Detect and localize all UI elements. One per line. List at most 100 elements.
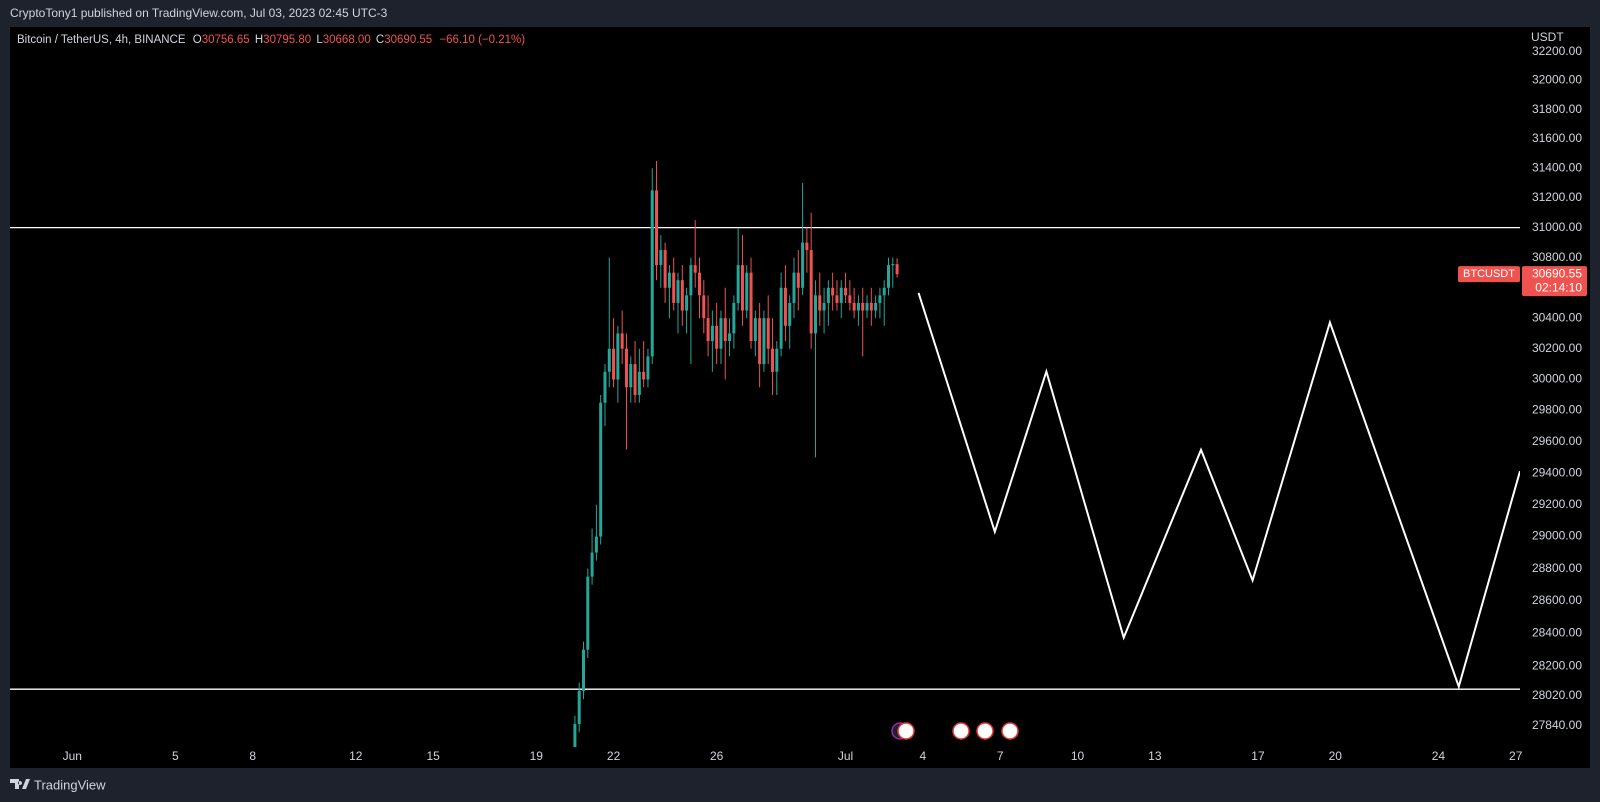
- y-tick-label: 32200.00: [1532, 44, 1582, 58]
- candle-body: [702, 295, 706, 319]
- symbol: Bitcoin / TetherUS, 4h, BINANCE: [17, 34, 186, 46]
- y-tick-label: 28400.00: [1532, 626, 1582, 640]
- candle-body: [594, 536, 598, 553]
- candle-body: [878, 295, 882, 303]
- candle-body: [624, 348, 628, 388]
- ohlc-legend: Bitcoin / TetherUS, 4h, BINANCE O30756.6…: [17, 34, 525, 46]
- candle-body: [663, 250, 667, 288]
- y-tick-label: 28800.00: [1532, 561, 1582, 575]
- y-tick-label: 31800.00: [1532, 102, 1582, 116]
- candle-body: [607, 348, 611, 372]
- candle-body: [586, 576, 590, 650]
- currency: USDT: [1531, 30, 1564, 44]
- candle-body: [715, 325, 719, 349]
- candle-body: [646, 356, 650, 380]
- candle-body: [796, 272, 800, 288]
- y-tick-label: 31200.00: [1532, 190, 1582, 204]
- candle-body: [745, 272, 749, 311]
- candle-body: [809, 250, 813, 334]
- y-tick-label: 29400.00: [1532, 465, 1582, 479]
- legend-key: L: [316, 34, 323, 46]
- candle-body: [685, 295, 689, 311]
- y-tick-label: 29800.00: [1532, 403, 1582, 417]
- candle-body: [620, 333, 624, 349]
- candle-body: [710, 325, 714, 342]
- x-tick-label: 15: [426, 749, 440, 763]
- candle-body: [667, 272, 671, 288]
- candle-body: [697, 272, 701, 296]
- plot-area: [10, 160, 1520, 747]
- candle-body: [577, 690, 581, 724]
- candle-body: [865, 302, 869, 311]
- candle-body: [706, 318, 710, 342]
- legend-value: 30690.55: [384, 34, 432, 46]
- logo-mark: [10, 779, 30, 789]
- x-tick-label: 4: [920, 749, 927, 763]
- candle-body: [650, 190, 654, 357]
- candle-body: [728, 333, 732, 342]
- candle-body: [826, 287, 830, 303]
- candle-body: [861, 302, 865, 311]
- candle-body: [766, 318, 770, 349]
- x-tick-label: 22: [607, 749, 621, 763]
- candle-body: [655, 190, 659, 266]
- candle-body: [689, 265, 693, 296]
- legend-change: −66.10 (−0.21%): [439, 34, 525, 46]
- y-tick-label: 28200.00: [1532, 658, 1582, 672]
- candle-body: [590, 552, 594, 577]
- price-tag: [1522, 266, 1587, 297]
- candle-body: [637, 371, 641, 395]
- y-tick-label: 31000.00: [1532, 220, 1582, 234]
- candle-body: [805, 242, 809, 251]
- y-tick-label: 29200.00: [1532, 497, 1582, 511]
- y-tick-label: 30200.00: [1532, 341, 1582, 355]
- x-tick-label: Jul: [838, 749, 853, 763]
- x-tick-label: 27: [1509, 749, 1523, 763]
- event-icon: [1001, 722, 1019, 740]
- candle-body: [758, 318, 762, 365]
- legend-value: 30756.65: [202, 34, 250, 46]
- legend-key: C: [376, 34, 384, 46]
- y-tick-label: 30800.00: [1532, 250, 1582, 264]
- candle-body: [775, 348, 779, 372]
- candle-body: [693, 265, 697, 273]
- x-tick-label: 5: [172, 749, 179, 763]
- candle-body: [753, 318, 757, 342]
- brand: TradingView: [34, 777, 106, 792]
- candle-body: [603, 371, 607, 403]
- candle-body: [783, 287, 787, 326]
- y-tick-label: 32000.00: [1532, 73, 1582, 87]
- legend-key: H: [255, 34, 263, 46]
- candle-body: [762, 318, 766, 365]
- candle-body: [813, 295, 817, 334]
- candle-body: [633, 364, 637, 395]
- symbol-tag: [1458, 266, 1520, 283]
- y-tick-label: 29000.00: [1532, 529, 1582, 543]
- candle-body: [848, 295, 852, 303]
- x-tick-label: 8: [249, 749, 256, 763]
- candle-body: [887, 265, 891, 288]
- event-icons: [891, 722, 1019, 740]
- event-icon: [952, 722, 970, 740]
- candle-body: [736, 265, 740, 303]
- candle-body: [672, 272, 676, 303]
- candle-body: [771, 348, 775, 372]
- candle-body: [779, 287, 783, 349]
- candle-body: [749, 272, 753, 342]
- candle-body: [616, 333, 620, 380]
- candle-body: [818, 295, 822, 311]
- x-tick-label: 7: [997, 749, 1004, 763]
- candle-body: [629, 364, 633, 388]
- candle-body: [856, 302, 860, 311]
- candle-body: [788, 302, 792, 326]
- x-tick-label: 12: [349, 749, 363, 763]
- countdown: 02:14:10: [1535, 280, 1582, 294]
- y-tick-label: 30000.00: [1532, 372, 1582, 386]
- candle-body: [732, 302, 736, 334]
- legend-key: O: [193, 34, 202, 46]
- candle-body: [680, 280, 684, 311]
- candle-body: [835, 295, 839, 303]
- event-icon: [897, 722, 915, 740]
- candle-body: [612, 348, 616, 380]
- price-tag-label: 30690.55: [1532, 266, 1582, 280]
